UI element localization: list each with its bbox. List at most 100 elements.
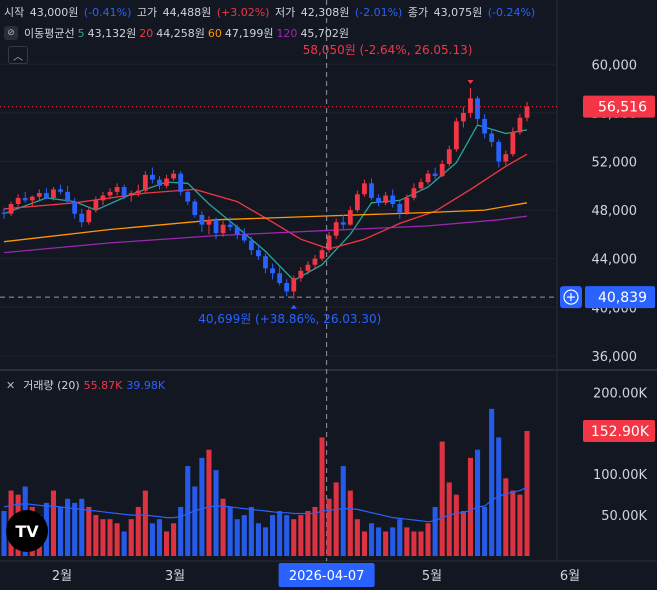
volume-bar (446, 482, 452, 556)
volume-bar (503, 478, 509, 556)
volume-tick-label: 100.00K (593, 468, 647, 483)
candle (51, 189, 56, 198)
volume-bar (347, 490, 353, 556)
candle (446, 149, 452, 164)
volume-bar (291, 519, 297, 556)
candle (263, 256, 268, 269)
candle (482, 118, 487, 134)
eye-off-icon[interactable]: ⊘ (4, 26, 18, 40)
volume-bar (340, 466, 346, 556)
price-tick-label: 48,000 (592, 204, 638, 219)
candle (418, 182, 424, 189)
low-price-annotation: 40,699원 (+38.86%, 26.03.30) (198, 312, 381, 326)
candle (453, 121, 459, 150)
volume-bar (50, 490, 57, 556)
close-icon[interactable]: ✕ (6, 378, 16, 392)
price-tick-label: 52,000 (592, 155, 638, 170)
open-label: 시작 (4, 6, 25, 19)
volume-bar (57, 506, 64, 556)
candle (298, 270, 304, 279)
candle (425, 173, 431, 183)
candle (390, 195, 396, 204)
price-tick-label: 36,000 (592, 350, 638, 365)
candle (347, 210, 353, 225)
candle (199, 214, 205, 225)
candle (178, 173, 184, 192)
volume-bar (1, 511, 7, 556)
candle (107, 191, 113, 196)
high-label: 고가 (136, 6, 158, 19)
tradingview-logo-icon[interactable]: TV (6, 510, 48, 552)
volume-bar (100, 519, 106, 556)
candle (503, 154, 509, 162)
last-volume-badge (583, 419, 655, 442)
ma-legend-title[interactable]: 이동평균선 (24, 27, 75, 40)
time-tick-label: 3월 (165, 569, 185, 584)
volume-bar (361, 531, 367, 556)
candle (517, 117, 523, 133)
high-change: (+3.02%) (216, 6, 270, 19)
candle (192, 201, 198, 215)
volume-bar (220, 498, 226, 556)
candle (270, 268, 275, 274)
volume-bar (72, 502, 78, 556)
crosshair-price-label: 40,839 (598, 290, 647, 306)
candle (468, 98, 473, 113)
time-tick-label: 2월 (52, 569, 72, 584)
volume-bar (460, 511, 466, 556)
close-label: 종가 (407, 6, 429, 19)
candle (432, 173, 438, 177)
candle (340, 222, 346, 225)
candle (93, 200, 99, 211)
volume-bar (312, 506, 318, 556)
candle (65, 191, 71, 202)
volume-bar (277, 511, 283, 556)
close-change: (-0.24%) (487, 6, 536, 19)
volume-bar (142, 490, 148, 556)
ma120-period: 120 (276, 26, 298, 40)
volume-bar (517, 494, 523, 556)
candle (150, 174, 155, 180)
ma20-value: 44,258원 (156, 27, 205, 40)
candle (44, 193, 49, 198)
candle (277, 273, 283, 283)
candle (86, 210, 92, 223)
volume-tick-label: 200.00K (593, 386, 647, 401)
volume-bar (107, 519, 113, 556)
candle (15, 197, 21, 204)
volume-bar (326, 498, 332, 556)
volume-bar (135, 506, 141, 556)
price-tick-label: 60,000 (592, 58, 638, 73)
volume-bar (376, 527, 382, 556)
candle (135, 190, 141, 194)
candle (227, 224, 233, 228)
time-tick-label: 5월 (422, 569, 442, 584)
volume-bar (86, 506, 92, 556)
volume-bar (298, 515, 304, 556)
last-price-label: 56,516 (598, 100, 647, 116)
volume-bar (65, 498, 71, 556)
candle (376, 197, 381, 203)
candle (100, 195, 106, 201)
candle (248, 240, 254, 251)
volume-bar (333, 482, 339, 556)
volume-bar (206, 449, 212, 556)
volume-bar (411, 531, 417, 556)
candle (404, 197, 410, 213)
volume-bar (192, 486, 198, 556)
candle (510, 132, 516, 155)
candle (439, 163, 445, 177)
volume-bar (425, 523, 431, 556)
candle (354, 194, 360, 211)
collapse-legend-button[interactable]: ︿ (8, 46, 28, 64)
ma-line-120 (3, 215, 528, 254)
ma60-value: 47,199원 (224, 27, 274, 40)
candle (256, 250, 261, 257)
candle (128, 193, 134, 196)
candle (475, 98, 480, 119)
volume-bar (114, 523, 120, 556)
candle (22, 197, 28, 201)
volume-bar (93, 515, 99, 556)
